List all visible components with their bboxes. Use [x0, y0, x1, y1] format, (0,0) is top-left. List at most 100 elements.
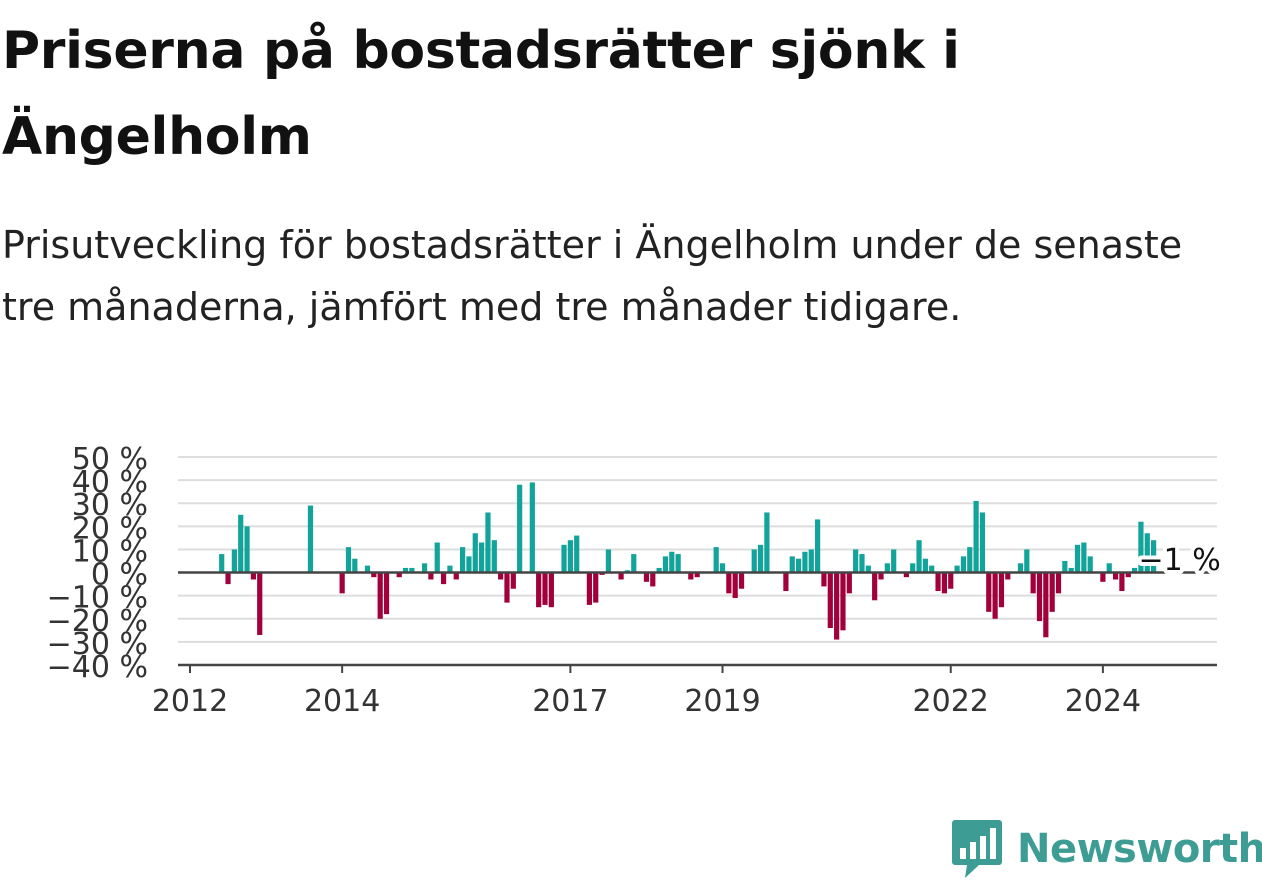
annotation: −1 %: [1134, 539, 1224, 582]
bar: [345, 547, 352, 573]
bar: [903, 572, 909, 578]
bar: [421, 563, 428, 573]
bar: [669, 551, 675, 573]
logo-text: Newsworthy: [1017, 826, 1262, 872]
bar: [1112, 572, 1119, 580]
bar: [751, 549, 757, 573]
bar: [1055, 572, 1062, 594]
bar: [650, 572, 656, 587]
bar: [941, 572, 948, 594]
bar: [1030, 572, 1036, 594]
bar: [865, 565, 871, 573]
bar: [618, 572, 624, 580]
bar: [479, 542, 485, 573]
bar: [339, 572, 345, 594]
bar: [1036, 572, 1043, 622]
bar: [447, 565, 453, 573]
bar: [1100, 572, 1106, 582]
bar: [1081, 542, 1087, 573]
bar: [643, 572, 650, 582]
x-tick-label: 2019: [684, 684, 760, 719]
bar: [929, 565, 935, 573]
bar: [605, 549, 612, 573]
bar: [1119, 572, 1125, 592]
bar: [491, 540, 497, 573]
bar: [1074, 544, 1081, 573]
bar: [371, 572, 377, 578]
bar: [688, 572, 694, 580]
bar: [1087, 556, 1093, 573]
bar: [510, 572, 516, 589]
bar: [960, 556, 967, 573]
bar: [459, 547, 466, 573]
bar: [574, 535, 580, 573]
bar: [878, 572, 884, 580]
bar: [675, 554, 681, 573]
bar: [872, 572, 878, 601]
bar: [498, 572, 504, 580]
x-tick-label: 2012: [152, 684, 228, 719]
bar: [998, 572, 1005, 608]
bar: [396, 572, 402, 578]
bar: [834, 572, 840, 640]
bar: [732, 572, 738, 598]
bar: [307, 505, 314, 573]
bar: [428, 572, 434, 580]
bar: [1138, 521, 1144, 573]
bar: [992, 572, 998, 619]
bar: [694, 572, 700, 578]
y-tick-label: 30 %: [72, 488, 148, 523]
bar: [542, 572, 548, 605]
bar: [789, 556, 795, 573]
x-axis: 2012 2014 2017 2019 2022 2024: [152, 663, 1217, 719]
bar: [485, 512, 491, 573]
y-tick-label: −30 %: [47, 627, 148, 662]
bar: [859, 554, 865, 573]
x-tick-label: 2017: [532, 684, 608, 719]
bar: [1049, 572, 1055, 612]
newsworthy-logo-icon: [952, 820, 1002, 878]
bar: [1131, 567, 1138, 573]
bar: [231, 549, 237, 573]
y-tick-label: 50 %: [72, 442, 148, 477]
chart-subtitle: Prisutveckling för bostadsrätter i Ängel…: [2, 223, 1183, 329]
bar: [808, 549, 814, 573]
bar: [1043, 572, 1049, 638]
bar: [586, 572, 592, 605]
y-tick-label: −40 %: [47, 650, 148, 685]
bar: [973, 500, 979, 573]
gridlines: [178, 456, 1217, 666]
bar: [434, 542, 440, 573]
bar: [402, 567, 409, 573]
bar: [827, 572, 833, 629]
bar: [757, 544, 764, 573]
bar: [783, 572, 789, 592]
bar: [219, 554, 225, 573]
bar: [846, 572, 852, 594]
bar: [1151, 540, 1157, 573]
y-axis-ticks: 50 %40 %30 %20 %10 %0 %−10 %−20 %−30 %−4…: [47, 442, 148, 685]
bar: [726, 572, 732, 594]
bar: [364, 565, 371, 573]
x-tick-label: 2014: [304, 684, 380, 719]
y-tick-label: 10 %: [72, 534, 148, 569]
bar: [472, 533, 478, 573]
bar: [910, 563, 916, 573]
bar-chart: 50 %40 %30 %20 %10 %0 %−10 %−20 %−30 %−4…: [47, 442, 1225, 719]
bar: [244, 526, 250, 573]
bar: [1106, 563, 1112, 573]
bar: [567, 540, 573, 573]
bar: [250, 572, 256, 580]
bar: [1125, 572, 1131, 578]
bar: [656, 567, 662, 573]
bar: [1062, 561, 1068, 573]
y-tick-label: 0 %: [91, 558, 148, 593]
bar: [922, 558, 928, 573]
bar: [453, 572, 459, 580]
bar: [948, 572, 954, 589]
bar: [377, 572, 383, 619]
latest-value-label: −1 %: [1138, 543, 1220, 578]
bar: [1017, 563, 1024, 573]
bar: [1005, 572, 1011, 580]
bar: [802, 551, 808, 573]
